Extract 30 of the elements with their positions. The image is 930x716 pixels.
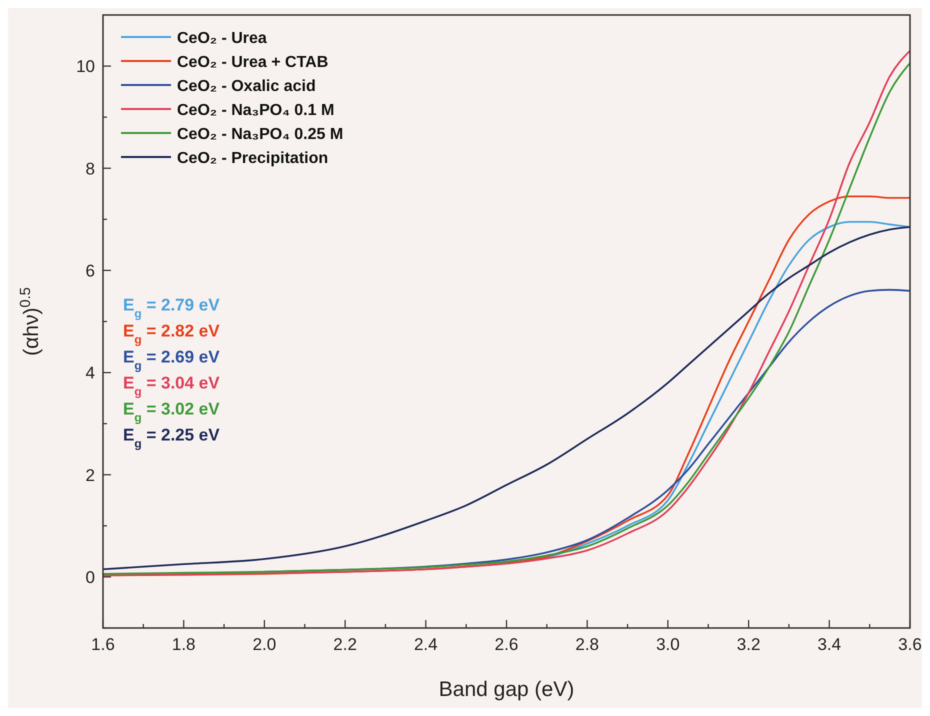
x-tick-label: 2.0 xyxy=(252,635,276,654)
x-tick-label: 1.8 xyxy=(172,635,196,654)
annotation: E$_{g}$ = 3.04 eV xyxy=(123,373,220,398)
y-tick-label: 4 xyxy=(86,364,95,383)
x-tick-label: 3.4 xyxy=(817,635,842,654)
legend-label: CeO₂ - Oxalic acid xyxy=(177,78,316,95)
x-tick-label: 1.6 xyxy=(91,635,115,654)
y-tick-label: 10 xyxy=(76,57,95,76)
x-tick-label: 2.4 xyxy=(414,635,438,654)
x-tick-label: 2.8 xyxy=(575,635,600,654)
x-tick-label: 3.2 xyxy=(736,635,760,654)
y-tick-label: 8 xyxy=(86,159,95,178)
x-tick-label: 3.0 xyxy=(656,635,680,654)
annotation: E$_{g}$ = 2.25 eV xyxy=(123,425,220,450)
legend-label: CeO₂ - Urea + CTAB xyxy=(177,54,328,71)
annotation: E$_{g}$ = 3.02 eV xyxy=(123,399,220,424)
legend-label: CeO₂ - Precipitation xyxy=(177,150,328,167)
x-tick-label: 2.2 xyxy=(333,635,357,654)
x-tick-label: 2.6 xyxy=(494,635,518,654)
x-tick-label: 3.6 xyxy=(898,635,922,654)
annotation: E$_{g}$ = 2.69 eV xyxy=(123,347,220,372)
y-tick-label: 2 xyxy=(86,466,95,485)
x-axis-title: Band gap (eV) xyxy=(438,678,574,701)
y-tick-label: 6 xyxy=(86,261,95,280)
annotation: E$_{g}$ = 2.82 eV xyxy=(123,321,220,346)
annotation: E$_{g}$ = 2.79 eV xyxy=(123,295,220,320)
legend-label: CeO₂ - Na₃PO₄ 0.25 M xyxy=(177,126,344,143)
y-tick-label: 0 xyxy=(86,568,95,587)
legend-label: CeO₂ - Na₃PO₄ 0.1 M xyxy=(177,102,334,119)
legend-label: CeO₂ - Urea xyxy=(177,30,267,47)
